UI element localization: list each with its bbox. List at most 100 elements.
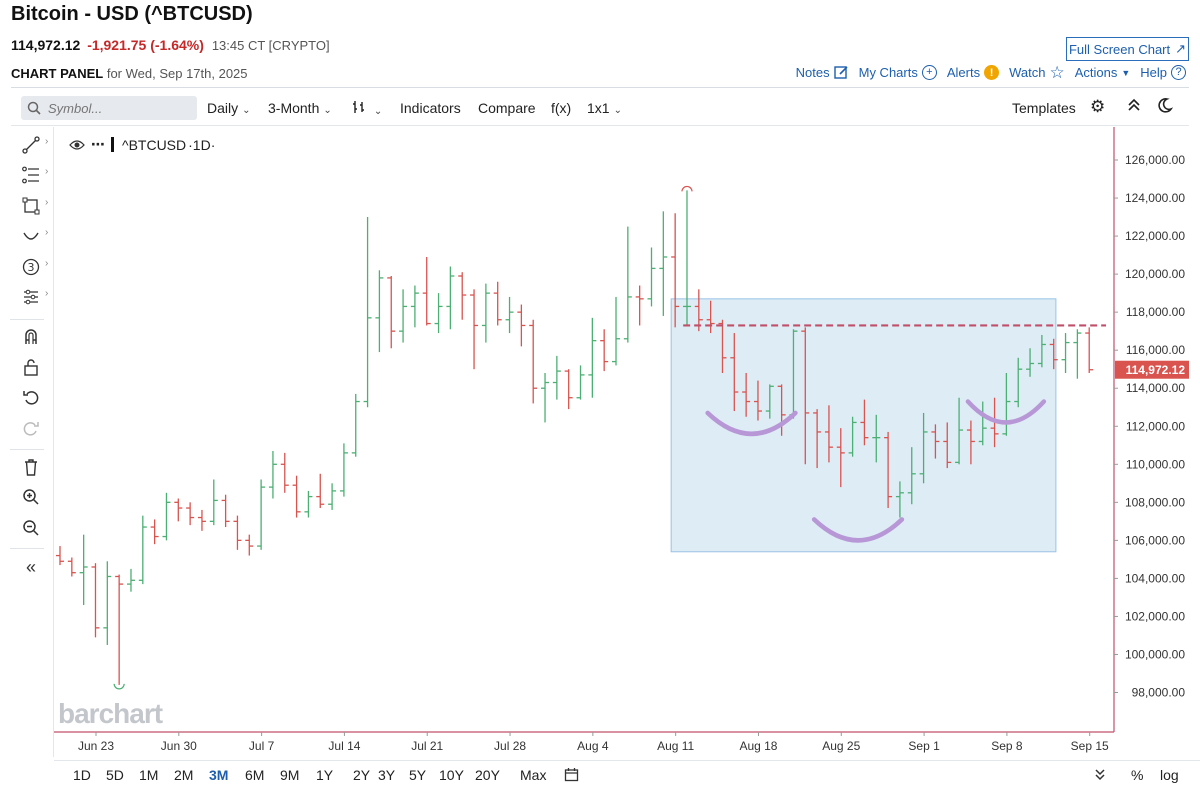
ohlc-bars-icon bbox=[353, 101, 364, 113]
y-tick-label: 104,000.00 bbox=[1125, 571, 1185, 585]
measure-tool[interactable]: › bbox=[20, 286, 48, 308]
trendline-tool[interactable]: › bbox=[20, 134, 48, 156]
quote-line: 114,972.12 -1,921.75 (-1.64%) 13:45 CT [… bbox=[11, 37, 330, 53]
undo-button[interactable] bbox=[20, 386, 42, 408]
alerts-link[interactable]: Alerts ! bbox=[947, 64, 1000, 81]
watch-label: Watch bbox=[1009, 65, 1046, 80]
range-button-1m[interactable]: 1M bbox=[139, 767, 159, 783]
ohlc-bar bbox=[268, 450, 277, 499]
range-button-20y[interactable]: 20Y bbox=[475, 767, 500, 783]
x-tick-label: Jul 14 bbox=[328, 739, 360, 753]
range-button-max[interactable]: Max bbox=[520, 767, 547, 783]
range-button-2m[interactable]: 2M bbox=[174, 767, 194, 783]
highlight-rectangle[interactable] bbox=[670, 298, 1057, 553]
drawing-tools-sidebar: › › › › 3 › › « bbox=[0, 127, 54, 757]
y-tick-label: 122,000.00 bbox=[1125, 229, 1185, 243]
arc-drawing-1[interactable] bbox=[705, 410, 798, 436]
count-tool[interactable]: 3 › bbox=[20, 256, 48, 278]
ohlc-bar bbox=[351, 393, 360, 457]
range-bar: 1D 5D 1M 2M 3M 6M 9M 1Y 2Y 3Y 5Y 10Y 20Y Max % log bbox=[54, 760, 1200, 790]
ohlc-bar bbox=[434, 293, 443, 334]
interval-select[interactable]: Daily ⌄ bbox=[207, 100, 251, 116]
range-button-9m[interactable]: 9M bbox=[280, 767, 300, 783]
ohlc-bar bbox=[446, 266, 455, 330]
chart-toolbar: Daily⌄ 3-Month⌄ ⌄ Indicators Compare f(x… bbox=[0, 92, 1200, 124]
redo-button[interactable] bbox=[20, 417, 42, 439]
caret-down-icon: ▼ bbox=[1121, 67, 1131, 78]
measure-icon bbox=[24, 289, 38, 305]
x-tick-label: Jul 28 bbox=[494, 739, 526, 753]
ohlc-bar bbox=[765, 384, 774, 419]
calendar-icon bbox=[564, 768, 579, 782]
range-button-3m[interactable]: 3M bbox=[209, 767, 229, 783]
compare-button[interactable]: Compare bbox=[478, 100, 536, 116]
log-scale-toggle[interactable]: log bbox=[1160, 767, 1179, 783]
alert-badge-icon: ! bbox=[984, 65, 1000, 80]
magnet-tool[interactable] bbox=[20, 325, 42, 347]
shape-tool[interactable]: › bbox=[20, 195, 48, 217]
range-button-3y[interactable]: 3Y bbox=[378, 767, 396, 783]
ohlc-bar bbox=[1002, 373, 1011, 436]
chevron-double-down-icon[interactable] bbox=[1094, 767, 1106, 784]
last-price: 114,972.12 bbox=[11, 37, 81, 53]
delete-drawings-button[interactable] bbox=[20, 456, 42, 478]
fibonacci-icon bbox=[22, 166, 39, 184]
ohlc-bar bbox=[186, 502, 195, 526]
ohlc-bar bbox=[612, 296, 621, 366]
chart-type-select[interactable]: ⌄ bbox=[352, 100, 382, 117]
actions-menu[interactable]: Actions ▼ bbox=[1075, 64, 1131, 81]
y-tick-label: 116,000.00 bbox=[1126, 343, 1185, 357]
zoom-in-button[interactable] bbox=[20, 486, 42, 508]
range-button-5d[interactable]: 5D bbox=[106, 767, 124, 783]
date-range-picker[interactable] bbox=[564, 767, 579, 785]
fib-tool[interactable]: › bbox=[20, 164, 48, 186]
more-options-icon[interactable]: ⋯ bbox=[91, 136, 105, 152]
range-button-6m[interactable]: 6M bbox=[245, 767, 265, 783]
ohlc-bar bbox=[470, 289, 479, 370]
arc-drawing-2[interactable] bbox=[811, 517, 905, 543]
zoom-out-button[interactable] bbox=[20, 517, 42, 539]
ohlc-bar bbox=[103, 561, 112, 645]
my-charts-link[interactable]: My Charts + bbox=[859, 64, 937, 81]
percent-scale-toggle[interactable]: % bbox=[1131, 767, 1144, 783]
ohlc-bar bbox=[706, 300, 715, 334]
chevron-right-icon: › bbox=[45, 136, 49, 147]
arc-drawing-3[interactable] bbox=[965, 399, 1047, 425]
collapse-sidebar-button[interactable]: « bbox=[20, 556, 42, 578]
ohlc-bar bbox=[493, 281, 502, 326]
price-chart[interactable]: 98,000.00 100,000.00 102,000.00 104,000.00 1… bbox=[54, 127, 1200, 757]
dark-mode-moon-icon[interactable] bbox=[1157, 97, 1174, 118]
expand-arrow-icon: ↗ bbox=[1175, 41, 1187, 56]
function-button[interactable]: f(x) bbox=[551, 100, 572, 116]
symbol-search[interactable] bbox=[21, 96, 197, 120]
ohlc-bar bbox=[943, 422, 952, 469]
eye-icon[interactable] bbox=[69, 139, 85, 151]
ohlc-bar bbox=[399, 289, 408, 343]
collapse-up-icon[interactable] bbox=[1127, 97, 1141, 118]
range-button-2y[interactable]: 2Y bbox=[353, 767, 371, 783]
full-screen-chart-button[interactable]: Full Screen Chart ↗ bbox=[1066, 37, 1189, 61]
templates-button[interactable]: Templates bbox=[1012, 100, 1076, 116]
watch-link[interactable]: Watch ☆ bbox=[1009, 64, 1065, 81]
range-button-1y[interactable]: 1Y bbox=[316, 767, 334, 783]
settings-gear-icon[interactable]: ⚙ bbox=[1090, 97, 1106, 116]
plus-circle-icon: + bbox=[921, 65, 937, 80]
chart-panel-date: for Wed, Sep 17th, 2025 bbox=[106, 66, 248, 81]
notes-link[interactable]: Notes bbox=[796, 64, 849, 81]
range-button-5y[interactable]: 5Y bbox=[409, 767, 427, 783]
period-select[interactable]: 3-Month ⌄ bbox=[268, 100, 332, 116]
ohlc-bar bbox=[233, 515, 242, 550]
help-link[interactable]: Help ? bbox=[1140, 64, 1186, 81]
symbol-input[interactable] bbox=[46, 99, 186, 117]
page-title: Bitcoin - USD (^BTCUSD) bbox=[11, 3, 253, 25]
chevron-right-icon: › bbox=[45, 258, 49, 269]
range-button-1d[interactable]: 1D bbox=[73, 767, 91, 783]
arc-tool[interactable]: › bbox=[20, 225, 48, 247]
lock-tool[interactable] bbox=[20, 356, 42, 378]
layout-select[interactable]: 1x1 ⌄ bbox=[587, 100, 622, 116]
x-tick-label: Sep 1 bbox=[908, 739, 940, 753]
ohlc-bar bbox=[671, 213, 680, 328]
ohlc-bar bbox=[647, 247, 656, 307]
range-button-10y[interactable]: 10Y bbox=[439, 767, 464, 783]
indicators-button[interactable]: Indicators bbox=[400, 100, 461, 116]
